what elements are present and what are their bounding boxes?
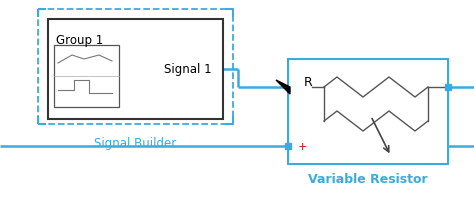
Text: Variable Resistor: Variable Resistor bbox=[308, 172, 428, 185]
Text: +: + bbox=[298, 141, 307, 151]
Text: Signal 1: Signal 1 bbox=[164, 63, 212, 76]
Bar bbox=[48, 20, 223, 119]
Text: R: R bbox=[304, 76, 313, 89]
Bar bbox=[38, 10, 233, 124]
Bar bbox=[288, 60, 448, 164]
Bar bbox=[54, 46, 119, 108]
Text: Signal Builder: Signal Builder bbox=[94, 136, 177, 149]
Polygon shape bbox=[276, 81, 290, 94]
Bar bbox=[445, 85, 451, 91]
Bar bbox=[285, 143, 291, 149]
Text: Group 1: Group 1 bbox=[56, 34, 103, 47]
